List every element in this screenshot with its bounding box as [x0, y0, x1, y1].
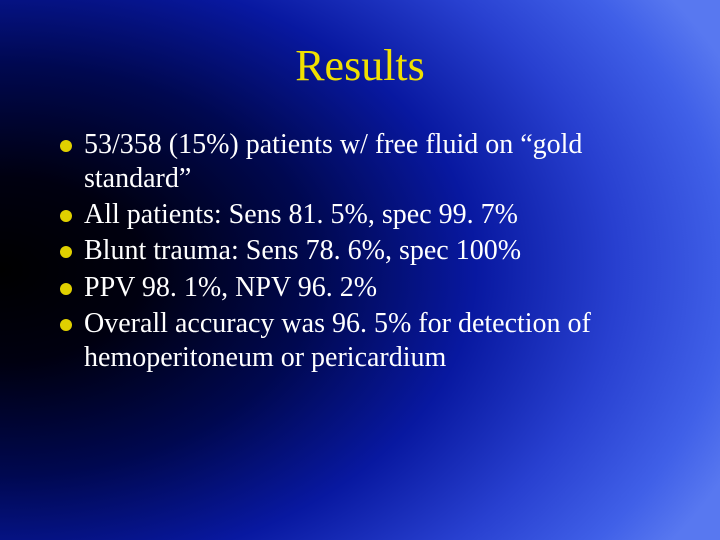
bullet-text: Blunt trauma: Sens 78. 6%, spec 100% [84, 234, 670, 268]
list-item: PPV 98. 1%, NPV 96. 2% [60, 271, 670, 305]
bullet-text: All patients: Sens 81. 5%, spec 99. 7% [84, 198, 670, 232]
bullet-icon [60, 140, 72, 152]
bullet-icon [60, 246, 72, 258]
list-item: Overall accuracy was 96. 5% for detectio… [60, 307, 670, 375]
slide-content: 53/358 (15%) patients w/ free fluid on “… [60, 128, 670, 377]
list-item: All patients: Sens 81. 5%, spec 99. 7% [60, 198, 670, 232]
list-item: 53/358 (15%) patients w/ free fluid on “… [60, 128, 670, 196]
slide: Results 53/358 (15%) patients w/ free fl… [0, 0, 720, 540]
bullet-text: PPV 98. 1%, NPV 96. 2% [84, 271, 670, 305]
bullet-icon [60, 319, 72, 331]
bullet-icon [60, 210, 72, 222]
list-item: Blunt trauma: Sens 78. 6%, spec 100% [60, 234, 670, 268]
bullet-text: 53/358 (15%) patients w/ free fluid on “… [84, 128, 670, 196]
slide-title: Results [0, 40, 720, 91]
bullet-icon [60, 283, 72, 295]
bullet-text: Overall accuracy was 96. 5% for detectio… [84, 307, 670, 375]
